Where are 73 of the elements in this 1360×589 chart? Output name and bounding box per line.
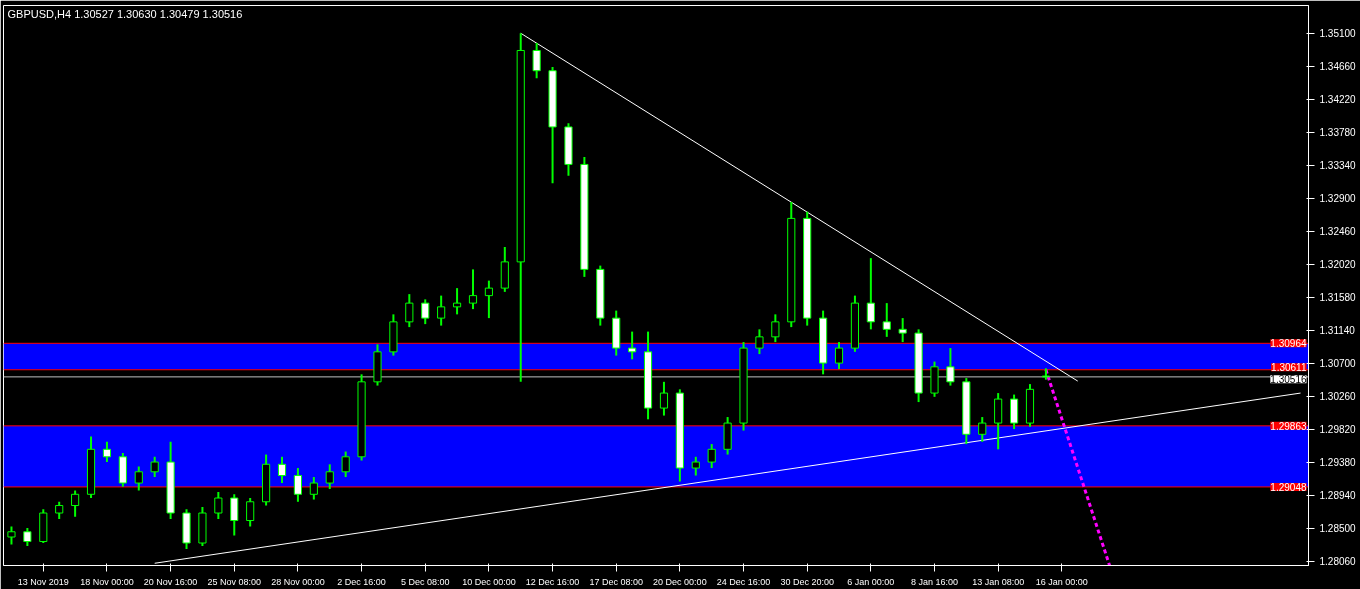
y-tick-label: 1.28500 [1319,523,1357,535]
candlestick [755,328,764,356]
ref-line-label: 1.29048 [1270,481,1307,493]
ref-line-label: 1.30516 [1270,374,1307,386]
x-tick-label: 6 Jan 00:00 [847,576,895,587]
y-tick-label: 1.32020 [1319,259,1357,271]
x-tick-label: 17 Dec 08:00 [589,576,643,587]
x-tick-label: 2 Dec 16:00 [337,576,386,587]
candlestick [468,268,478,311]
candlestick [946,347,955,387]
x-tick-label: 20 Nov 16:00 [143,576,198,587]
candlestick [246,497,255,528]
candlestick [707,443,716,470]
chart-title: GBPUSD,H4 1.30527 1.30630 1.30479 1.30516 [7,7,243,20]
x-tick-label: 18 Nov 00:00 [80,576,134,587]
y-tick-label: 1.28940 [1319,490,1357,502]
y-tick-label: 1.32460 [1319,226,1357,238]
x-tick-label: 28 Nov 00:00 [271,576,325,587]
candlestick [691,455,700,477]
ref-line-label: 1.30611 [1271,362,1307,374]
candlestick [898,317,907,344]
y-tick-label: 1.30700 [1319,358,1357,370]
y-tick-label: 1.34660 [1319,61,1357,73]
x-tick-label: 12 Dec 16:00 [525,576,580,587]
y-tick-label: 1.28060 [1319,556,1357,567]
ref-line-label: 1.30964 [1270,338,1307,350]
candlestick [994,392,1003,451]
candlestick [1010,393,1019,431]
x-tick-label: 8 Jan 16:00 [910,576,959,587]
candlestick [659,380,669,417]
y-tick-label: 1.31580 [1319,292,1357,304]
candlestick [771,313,780,344]
candlestick [834,341,844,371]
candlestick [866,257,875,331]
x-tick-label: 24 Dec 16:00 [716,576,771,587]
candlestick [882,302,891,338]
y-tick-label: 1.35100 [1319,28,1357,40]
candlestick [230,493,239,537]
candlestick [102,440,112,464]
candlestick [214,491,223,521]
x-tick-label: 5 Dec 08:00 [400,576,450,587]
ref-line-label: 1.29863 [1270,420,1307,432]
candlestick [437,294,446,327]
x-tick-label: 20 Dec 00:00 [653,576,707,587]
candlestick [309,476,318,501]
y-tick-label: 1.33340 [1319,160,1357,172]
candlestick [532,41,541,80]
x-tick-label: 30 Dec 20:00 [780,576,834,587]
x-tick-label: 16 Jan 00:00 [1035,576,1088,587]
candlestick [325,463,334,491]
candlestick [71,489,80,518]
candlestick [628,330,637,361]
candlestick [978,416,987,443]
candlestick [277,455,287,485]
y-tick-label: 1.32900 [1319,193,1357,205]
x-tick-label: 13 Nov 2019 [17,576,69,587]
y-tick-label: 1.29820 [1319,424,1357,436]
x-tick-label: 25 Nov 08:00 [207,576,262,587]
y-tick-label: 1.33780 [1319,127,1357,139]
candlestick [341,450,350,479]
y-tick-label: 1.31140 [1319,325,1356,337]
candlestick [484,279,493,320]
candlestick [405,293,414,329]
candlestick [134,465,143,492]
x-tick-label: 10 Dec 00:00 [462,576,516,587]
candlestick [293,467,302,503]
y-tick-label: 1.34220 [1319,94,1357,106]
candlestick [452,287,462,316]
candlestick [150,455,159,479]
y-tick-label: 1.29380 [1319,457,1357,469]
x-tick-label: 13 Jan 08:00 [972,576,1025,587]
candlestick [421,298,430,326]
y-tick-label: 1.30260 [1319,391,1357,403]
